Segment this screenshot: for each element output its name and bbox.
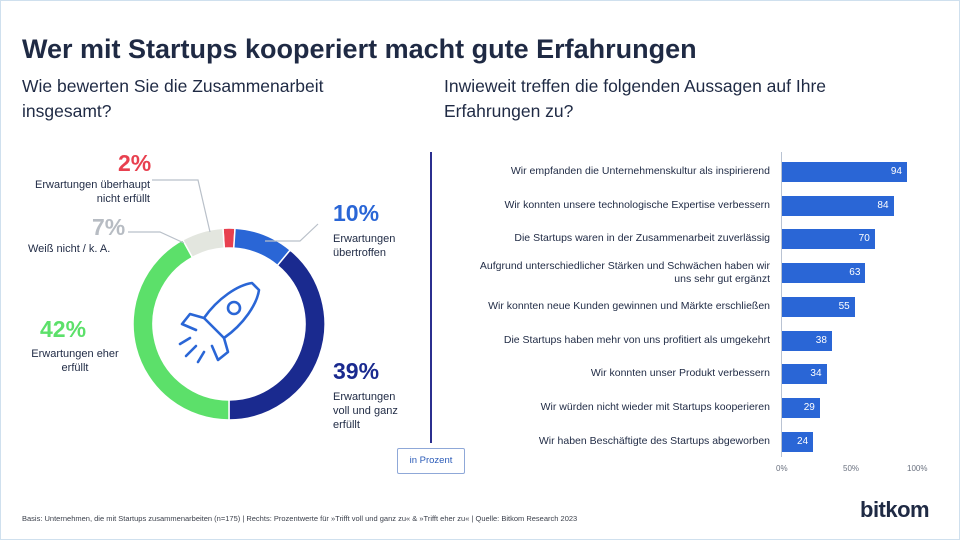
bar-category-label: Die Startups haben mehr von uns profitie… [503,333,770,346]
slice-label-darkblue: Erwartungen voll und ganz erfüllt [333,391,398,431]
bar-category-label: Wir empfanden die Unternehmenskultur als… [510,165,770,177]
bar-1: 84 [781,195,894,216]
rocket-icon [178,281,261,364]
slice-pct-green: 42% [40,316,87,342]
bar-3: 63 [781,263,866,284]
left-question: Wie bewerten Sie die Zusammenarbeit insg… [22,76,324,121]
bar-value-label: 38 [815,334,827,346]
bar-6: 34 [781,364,827,385]
bar-value-label: 55 [838,300,850,312]
bar-axis-line [781,152,782,457]
bar-8: 24 [781,431,814,452]
slice-pct-blue: 10% [333,200,380,226]
bar-category-label: Aufgrund unterschiedlicher Stärken und S… [479,260,770,286]
leader-line-blue [265,223,319,242]
bar-2: 70 [781,229,875,250]
bar-value-label: 94 [890,166,902,177]
bar-5: 38 [781,330,832,351]
slice-label-red: Erwartungen überhaupt nicht erfüllt [35,179,150,205]
slice-pct-darkblue: 39% [333,358,380,384]
bar-category-label: Wir konnten unsere technologische Expert… [504,198,770,211]
bar-category-label: Wir haben Beschäftigte des Startups abge… [538,434,770,447]
footer-source: Basis: Unternehmen, die mit Startups zus… [22,514,578,523]
slice-label-green: Erwartungen eher erfüllt [31,348,119,374]
tick-label-0: 0% [776,464,788,473]
page-title: Wer mit Startups kooperiert macht gute E… [22,34,697,64]
bar-value-label: 24 [797,435,809,447]
unit-note: in Prozent [397,448,465,474]
slice-pct-red: 2% [118,150,152,176]
bitkom-logo: bitkom [860,497,930,522]
bar-value-label: 29 [803,401,815,413]
leader-line-red [152,179,211,233]
bar-value-label: 84 [877,199,889,211]
slice-label-gray: Weiß nicht / k. A. [28,243,111,255]
bar-category-label: Die Startups waren in der Zusammenarbeit… [514,232,770,245]
section-divider [430,152,432,443]
bar-value-label: 34 [810,368,822,380]
slice-pct-gray: 7% [92,214,126,240]
donut-slice-4 [181,227,226,259]
bar-7: 29 [781,397,820,418]
slice-label-blue: Erwartungen übertroffen [333,233,396,259]
bar-category-label: Wir würden nicht wieder mit Startups koo… [540,400,770,413]
donut-slice-2 [228,248,326,421]
right-question: Inwieweit treffen die folgenden Aussagen… [444,76,827,121]
tick-label-50: 50% [843,464,860,473]
bar-category-label: Wir konnten neue Kunden gewinnen und Mär… [488,299,770,312]
bar-category-label: Wir konnten unser Produkt verbessern [590,367,770,380]
bar-4: 55 [781,296,855,317]
leader-line-gray [128,231,185,244]
bar-value-label: 63 [849,267,861,279]
bar-value-label: 70 [858,233,870,245]
tick-label-100: 100% [907,464,928,473]
bar-0: 94 [781,162,907,182]
